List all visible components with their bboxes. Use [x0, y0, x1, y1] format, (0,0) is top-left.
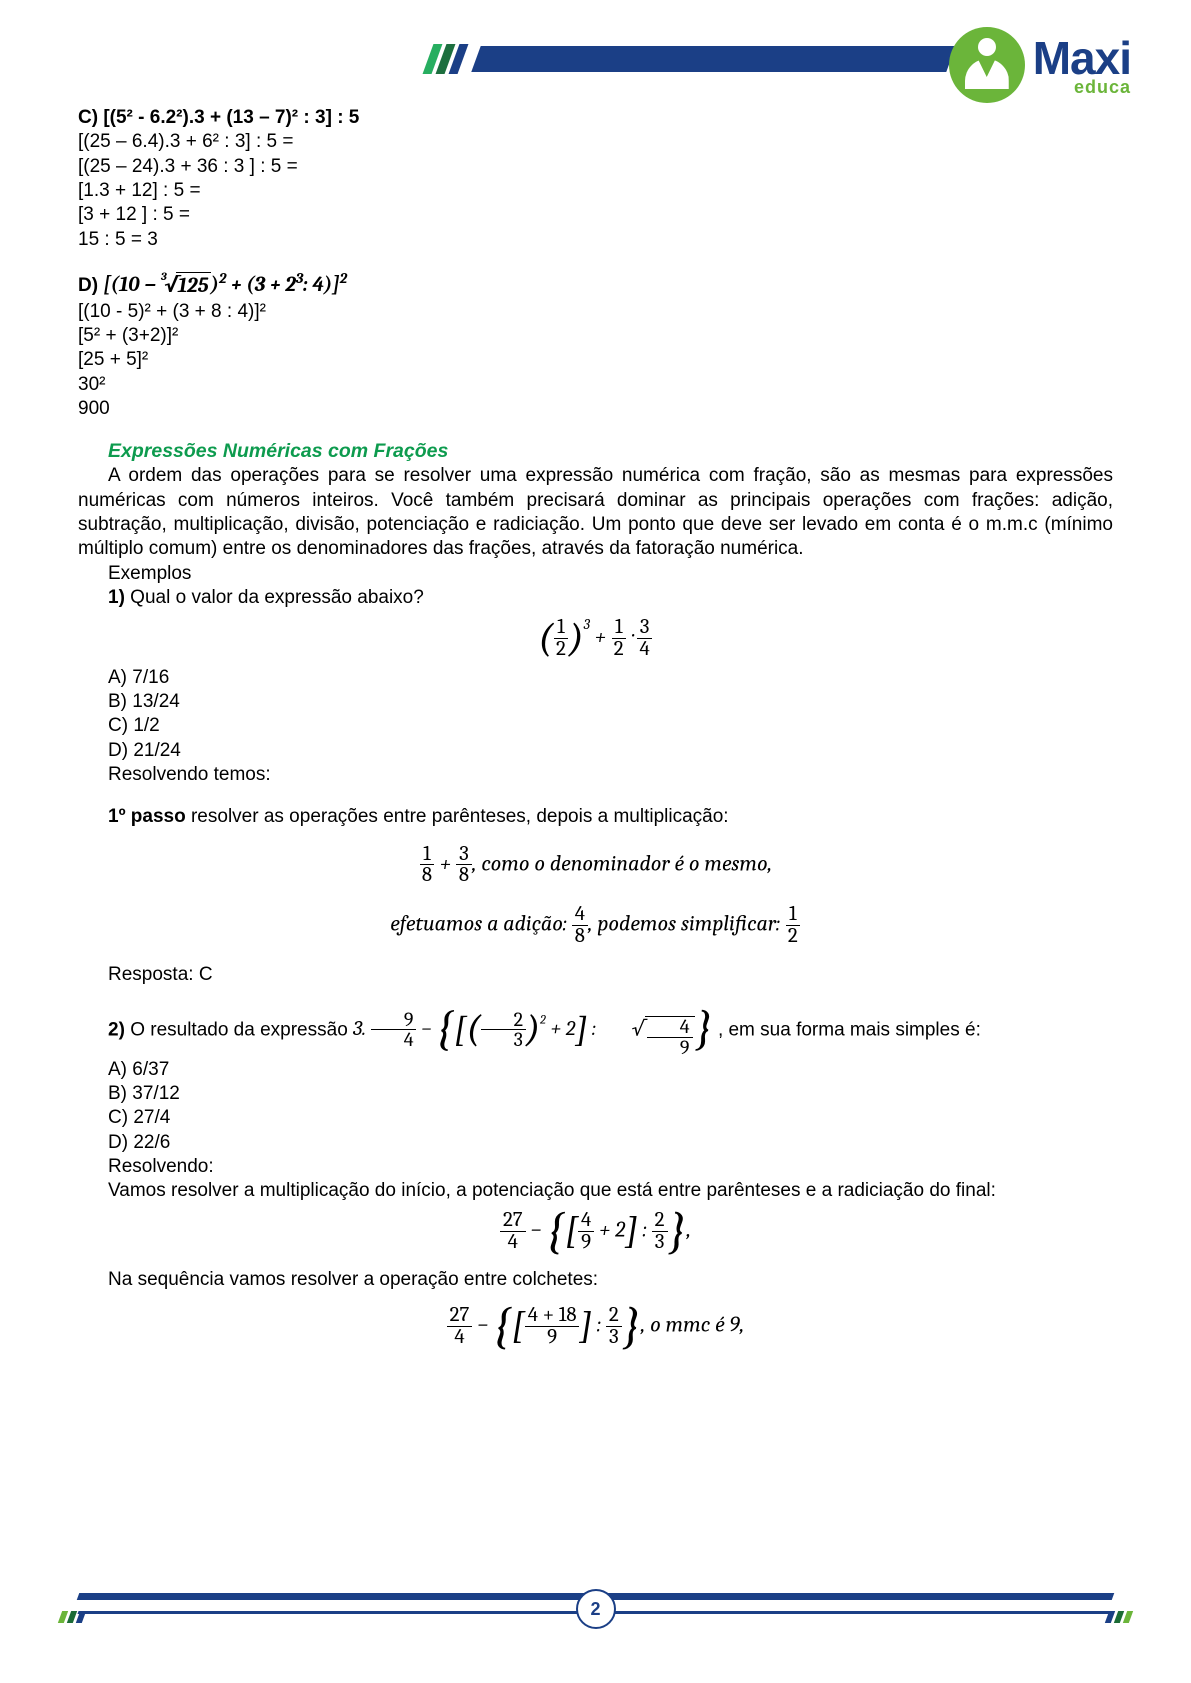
text: efetuamos a adição: [390, 911, 571, 937]
page-number: 2 [576, 1589, 616, 1629]
option: D) 21/24 [78, 739, 1113, 763]
math-q1-expression: (12)3 + 12 · 34 [78, 616, 1113, 660]
seq: Na sequência vamos resolver a operação e… [78, 1268, 1113, 1292]
option: A) 6/37 [78, 1058, 1113, 1082]
resolvendo2: Resolvendo: [78, 1155, 1113, 1179]
logo-text: Maxi educa [1033, 35, 1131, 96]
text-line: [1.3 + 12] : 5 = [78, 179, 1113, 203]
option: D) 22/6 [78, 1131, 1113, 1155]
label: D) [78, 275, 103, 296]
footer-stripes-right [1105, 1611, 1133, 1623]
page: Maxi educa C) [(5² - 6.2²).3 + (13 – 7)²… [0, 0, 1191, 1683]
q1-text: Qual o valor da expressão abaixo? [125, 587, 424, 608]
q2-text-b: , em sua forma mais simples é: [718, 1019, 981, 1040]
passo1: 1º passo resolver as operações entre par… [78, 805, 1113, 829]
section-c: C) [(5² - 6.2²).3 + (13 – 7)² : 3] : 5 [… [78, 106, 1113, 252]
content: C) [(5² - 6.2²).3 + (13 – 7)² : 3] : 5 [… [78, 106, 1113, 1354]
text-line: [(25 – 6.4).3 + 6² : 3] : 5 = [78, 130, 1113, 154]
q2-text-a: O resultado da expressão [130, 1019, 353, 1040]
footer-stripes-left [58, 1611, 86, 1623]
math-q2-step1: 274 − {[49 + 2] : 23}, [78, 1210, 1113, 1253]
header: Maxi educa [0, 32, 1191, 102]
text-line: [(25 – 24).3 + 36 : 3 ] : 5 = [78, 155, 1113, 179]
text-line: 30² [78, 373, 1113, 397]
text-line: [3 + 12 ] : 5 = [78, 203, 1113, 227]
exemplos-label: Exemplos [78, 562, 1113, 586]
text: , o mmc é 9, [641, 1311, 745, 1337]
logo: Maxi educa [949, 27, 1131, 103]
math-expression: 3. 94 − {[(23)2 + 2] : 49} [353, 1017, 713, 1041]
footer: 2 [0, 1587, 1191, 1637]
passo1-text: resolver as operações entre parênteses, … [186, 806, 729, 827]
passo1-label: 1º passo [108, 806, 186, 827]
frac-para1: A ordem das operações para se resolver u… [78, 464, 1113, 561]
math-expression: [(10 − 3125)2 + (3 + 23: 4)]2 [103, 273, 347, 297]
resolvendo: Resolvendo temos: [78, 763, 1113, 787]
text: , podemos simplificar: [588, 911, 785, 937]
frac-heading: Expressões Numéricas com Frações [78, 439, 1113, 464]
q1-label: 1) [108, 587, 125, 608]
math-q2-step2: 274 − {[4 + 189] : 23}, o mmc é 9, [78, 1305, 1113, 1348]
header-stripes [423, 44, 469, 74]
section-c-heading: C) [(5² - 6.2²).3 + (13 – 7)² : 3] : 5 [78, 106, 1113, 130]
option: C) 1/2 [78, 714, 1113, 738]
text: Vamos resolver a multiplicação do início… [108, 1180, 996, 1201]
option: B) 13/24 [78, 690, 1113, 714]
header-bar [471, 46, 955, 72]
section-d: D) [(10 − 3125)2 + (3 + 23: 4)]2 [(10 - … [78, 270, 1113, 421]
q2: 2) O resultado da expressão 3. 94 − {[(2… [78, 1010, 1113, 1058]
q1: 1) Qual o valor da expressão abaixo? [78, 586, 1113, 610]
text-line: 900 [78, 397, 1113, 421]
text-line: [(10 - 5)² + (3 + 8 : 4)]² [78, 300, 1113, 324]
option: A) 7/16 [78, 666, 1113, 690]
section-d-heading: D) [(10 − 3125)2 + (3 + 23: 4)]2 [78, 270, 1113, 300]
text-line: [5² + (3+2)]² [78, 324, 1113, 348]
option: B) 37/12 [78, 1082, 1113, 1106]
text-line: 15 : 5 = 3 [78, 228, 1113, 252]
option: C) 27/4 [78, 1106, 1113, 1130]
logo-brand: Maxi [1033, 35, 1131, 81]
para2: Vamos resolver a multiplicação do início… [78, 1179, 1113, 1203]
text-line: [25 + 5]² [78, 348, 1113, 372]
math-step1: 18 + 38, como o denominador é o mesmo, [78, 844, 1113, 887]
logo-icon [949, 27, 1025, 103]
logo-sub: educa [1033, 78, 1131, 96]
math-step2: efetuamos a adição: 48, podemos simplifi… [78, 904, 1113, 947]
q2-label: 2) [108, 1019, 125, 1040]
text: A ordem das operações para se resolver u… [78, 465, 1113, 559]
text: , como o denominador é o mesmo, [472, 850, 772, 876]
resposta-c: Resposta: C [78, 963, 1113, 987]
